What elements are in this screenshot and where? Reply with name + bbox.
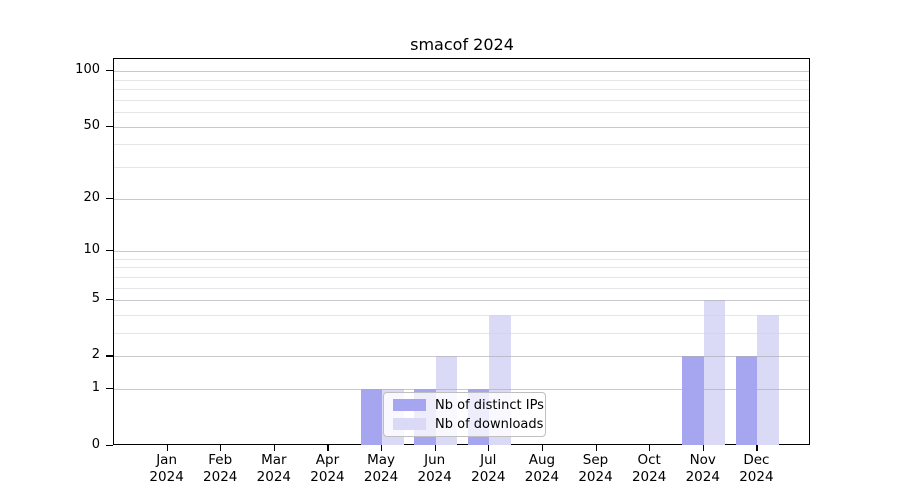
x-tick-year: 2024 (471, 469, 506, 485)
plot-area (113, 58, 810, 446)
minor-gridline-80 (114, 89, 809, 91)
x-tick-mark-aug (541, 444, 544, 451)
x-tick-mark-feb (220, 444, 222, 451)
minor-gridline-9 (114, 258, 809, 260)
x-tick-month: Sep (582, 452, 609, 468)
minor-gridline-40 (114, 144, 809, 146)
x-tick-mark-jan (166, 444, 168, 451)
x-tick-year: 2024 (631, 469, 667, 485)
bar-distinct-ips-nov (682, 356, 704, 446)
y-tick-label-100: 100 (75, 62, 100, 78)
major-gridline-1 (114, 389, 809, 391)
major-gridline-20 (114, 198, 809, 200)
x-tick-month: May (367, 452, 396, 468)
x-tick-label-dec: Dec 2024 (726, 452, 786, 486)
bar-distinct-ips-dec (735, 356, 758, 446)
x-tick-label-nov: Nov 2024 (673, 452, 733, 486)
x-tick-year: 2024 (203, 469, 238, 485)
y-tick-mark-50 (106, 125, 113, 127)
y-tick-mark-100 (106, 70, 113, 72)
minor-gridline-7 (114, 276, 809, 278)
x-tick-month: Mar (261, 452, 287, 468)
legend-swatch (393, 418, 426, 430)
minor-gridline-6 (114, 287, 809, 289)
x-tick-year: 2024 (578, 469, 613, 485)
minor-gridline-90 (114, 79, 809, 81)
x-tick-mark-jun (434, 444, 436, 451)
y-tick-label-0: 0 (91, 436, 100, 452)
x-tick-label-aug: Aug 2024 (512, 452, 572, 486)
y-tick-mark-0 (106, 444, 113, 446)
bar-distinct-ips-may (360, 389, 383, 446)
major-gridline-5 (114, 300, 809, 302)
x-tick-month: Oct (637, 452, 661, 468)
x-tick-label-jan: Jan 2024 (137, 452, 197, 486)
legend-item: Nb of downloads (393, 416, 543, 432)
y-tick-label-2: 2 (91, 347, 100, 363)
legend-item: Nb of distinct IPs (393, 397, 544, 413)
y-tick-mark-10 (106, 249, 113, 252)
x-tick-month: Jun (424, 452, 446, 468)
x-tick-month: Jul (480, 452, 497, 468)
minor-gridline-3 (114, 333, 809, 335)
legend-swatch (393, 399, 426, 411)
x-tick-month: Nov (689, 452, 716, 468)
x-tick-year: 2024 (363, 469, 399, 485)
x-tick-label-jun: Jun 2024 (405, 452, 465, 486)
x-tick-mark-oct (649, 444, 651, 451)
y-tick-label-50: 50 (83, 117, 100, 133)
x-tick-mark-dec (756, 444, 758, 451)
y-tick-label-1: 1 (91, 380, 100, 396)
legend-label: Nb of distinct IPs (435, 397, 544, 413)
x-tick-mark-mar (273, 444, 276, 451)
x-tick-label-apr: Apr 2024 (297, 452, 357, 486)
major-gridline-10 (114, 250, 809, 252)
x-tick-mark-nov (702, 444, 704, 451)
x-tick-month: Jan (156, 452, 178, 468)
major-gridline-100 (114, 71, 809, 73)
minor-gridline-8 (114, 267, 809, 269)
bar-downloads-nov (703, 300, 726, 446)
x-tick-year: 2024 (149, 469, 184, 485)
x-tick-month: Apr (315, 452, 340, 468)
y-tick-mark-1 (106, 388, 113, 390)
y-tick-label-20: 20 (83, 189, 100, 205)
x-tick-year: 2024 (524, 469, 560, 485)
x-tick-year: 2024 (417, 469, 452, 485)
x-tick-month: Aug (528, 452, 556, 468)
y-tick-mark-5 (106, 299, 113, 301)
x-tick-label-feb: Feb 2024 (190, 452, 250, 486)
legend-label: Nb of downloads (435, 416, 544, 432)
y-tick-mark-20 (106, 197, 113, 199)
chart-title: smacof 2024 (410, 35, 514, 54)
minor-gridline-60 (114, 112, 809, 114)
x-tick-month: Feb (208, 452, 233, 468)
x-tick-year: 2024 (685, 469, 720, 485)
x-tick-year: 2024 (310, 469, 345, 485)
x-tick-label-mar: Mar 2024 (244, 452, 304, 486)
gridlines-layer (114, 59, 809, 444)
y-tick-mark-2 (106, 355, 113, 357)
legend: Nb of distinct IPs Nb of downloads (383, 392, 546, 437)
x-tick-label-oct: Oct 2024 (619, 452, 679, 486)
x-tick-mark-may (381, 444, 383, 451)
x-tick-mark-sep (595, 444, 597, 451)
y-tick-label-10: 10 (83, 241, 100, 257)
minor-gridline-4 (114, 314, 809, 316)
x-tick-year: 2024 (739, 469, 774, 485)
bar-downloads-dec (757, 314, 779, 446)
x-tick-label-may: May 2024 (351, 452, 411, 486)
x-tick-label-jul: Jul 2024 (458, 452, 518, 486)
major-gridline-2 (114, 356, 809, 358)
x-tick-year: 2024 (256, 469, 292, 485)
major-gridline-50 (114, 126, 809, 128)
x-tick-month: Dec (743, 452, 770, 468)
y-tick-label-5: 5 (91, 291, 100, 307)
x-tick-mark-jul (488, 444, 490, 451)
x-tick-mark-apr (327, 444, 329, 451)
minor-gridline-70 (114, 99, 809, 101)
x-tick-label-sep: Sep 2024 (566, 452, 626, 486)
minor-gridline-30 (114, 166, 809, 168)
